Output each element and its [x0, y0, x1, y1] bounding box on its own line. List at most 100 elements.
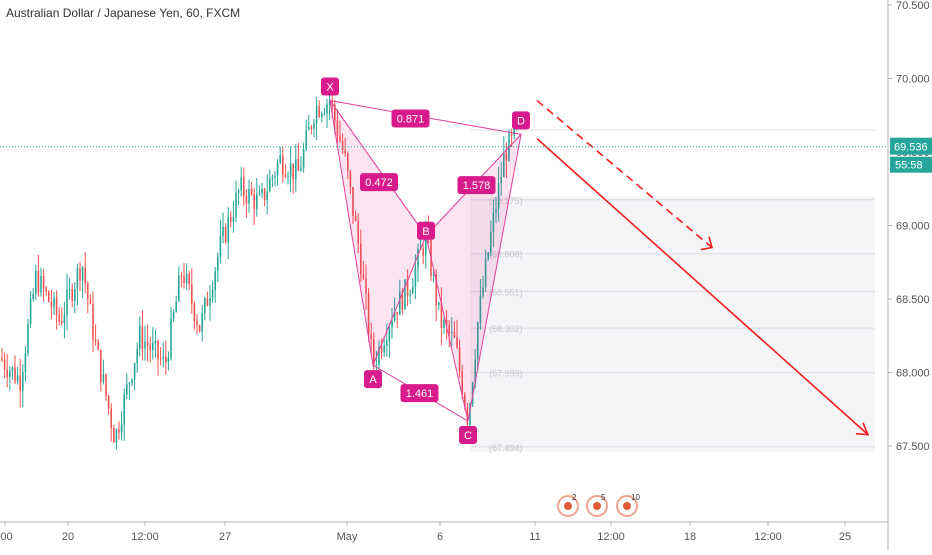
- candle-body: [162, 356, 164, 359]
- y-tick-label: 68.000: [896, 368, 930, 380]
- projection-arrow: [536, 138, 869, 436]
- candle-body: [482, 287, 484, 296]
- candle-body: [118, 429, 120, 433]
- countdown-badge: [890, 156, 932, 173]
- candle-body: [469, 404, 471, 425]
- candle-body: [243, 177, 245, 196]
- candle-body: [266, 191, 268, 201]
- candle-body: [289, 163, 292, 177]
- candle-body: [102, 374, 105, 382]
- pattern-triangle-xab: [329, 100, 427, 367]
- pattern-point-label: C: [464, 430, 472, 442]
- x-tick-label: 20: [62, 531, 74, 543]
- candle-body: [183, 275, 185, 284]
- candle-body: [79, 268, 81, 281]
- ratio-badge: [400, 384, 439, 403]
- candle-body: [258, 193, 261, 195]
- candle-body: [362, 274, 365, 279]
- ratio-badge: [457, 176, 496, 195]
- candle-body: [388, 327, 391, 341]
- candle-body: [175, 301, 177, 313]
- candle-body: [425, 231, 427, 256]
- candle-body: [152, 343, 154, 350]
- candle-body: [479, 295, 482, 323]
- candle-body: [375, 364, 378, 366]
- candle-body: [89, 299, 92, 305]
- candle-body: [284, 174, 287, 177]
- candle-body: [440, 301, 443, 329]
- candle-body: [297, 159, 300, 171]
- candle-body: [159, 358, 162, 360]
- candle-body: [87, 283, 89, 300]
- pattern-point-label: X: [326, 82, 334, 94]
- candle-body: [357, 220, 359, 244]
- candle-body: [300, 167, 302, 171]
- candle-body: [349, 171, 352, 187]
- candle-body: [107, 395, 110, 409]
- candle-body: [115, 429, 118, 443]
- candle-body: [500, 177, 502, 183]
- ratio-label: 1.578: [463, 180, 491, 192]
- candle-body: [66, 289, 68, 316]
- candle-body: [6, 369, 8, 377]
- candle-body: [282, 155, 284, 175]
- candle-body: [323, 113, 326, 115]
- candle-body: [214, 271, 216, 290]
- candle-body: [279, 155, 281, 163]
- event-icon-dot: [623, 502, 631, 510]
- candle-body: [97, 341, 99, 350]
- candle-body: [435, 274, 437, 305]
- candle-body: [68, 288, 71, 290]
- candle-body: [248, 188, 250, 204]
- candle-body: [22, 371, 24, 391]
- candle-body: [347, 153, 349, 172]
- candle-body: [276, 162, 279, 176]
- candle-body: [178, 275, 180, 302]
- candle-body: [123, 394, 125, 425]
- candle-body: [271, 177, 274, 179]
- candle-body: [432, 274, 435, 276]
- candle-body: [100, 349, 102, 382]
- x-tick-label: 25: [839, 531, 851, 543]
- fib-level-label: (68.808): [489, 250, 523, 260]
- pattern-point-label: B: [422, 226, 429, 238]
- event-icon-count: 2: [572, 493, 577, 502]
- candle-body: [354, 216, 357, 221]
- candle-body: [321, 113, 323, 117]
- candle-body: [315, 106, 318, 124]
- pattern-point-label: D: [517, 115, 525, 127]
- candle-body: [217, 256, 219, 272]
- candle-body: [250, 188, 253, 195]
- candle-body: [94, 339, 97, 342]
- candle-body: [113, 427, 115, 443]
- candle-body: [193, 303, 196, 322]
- candle-body: [274, 175, 276, 178]
- candle-body: [144, 341, 146, 349]
- candle-body: [313, 123, 315, 129]
- chart-title: Australian Dollar / Japanese Yen, 60, FX…: [6, 6, 241, 20]
- candle-body: [328, 101, 331, 105]
- candle-body: [232, 217, 235, 222]
- candle-body: [14, 367, 16, 382]
- x-tick-label: 12:00: [754, 531, 782, 543]
- candle-body: [170, 318, 172, 358]
- candle-body: [445, 320, 448, 326]
- candle-body: [310, 127, 313, 129]
- candle-body: [230, 217, 232, 222]
- candle-body: [37, 271, 40, 293]
- candle-body: [305, 130, 307, 149]
- candle-body: [55, 297, 58, 315]
- candle-body: [263, 188, 266, 201]
- candle-body: [396, 312, 398, 315]
- candle-body: [32, 293, 34, 299]
- candle-body: [464, 394, 466, 408]
- candle-body: [50, 301, 53, 308]
- candle-body: [409, 293, 411, 296]
- candle-body: [360, 243, 362, 275]
- candle-body: [149, 345, 151, 350]
- candle-body: [211, 289, 214, 298]
- candle-body: [219, 236, 222, 257]
- candle-body: [146, 341, 149, 346]
